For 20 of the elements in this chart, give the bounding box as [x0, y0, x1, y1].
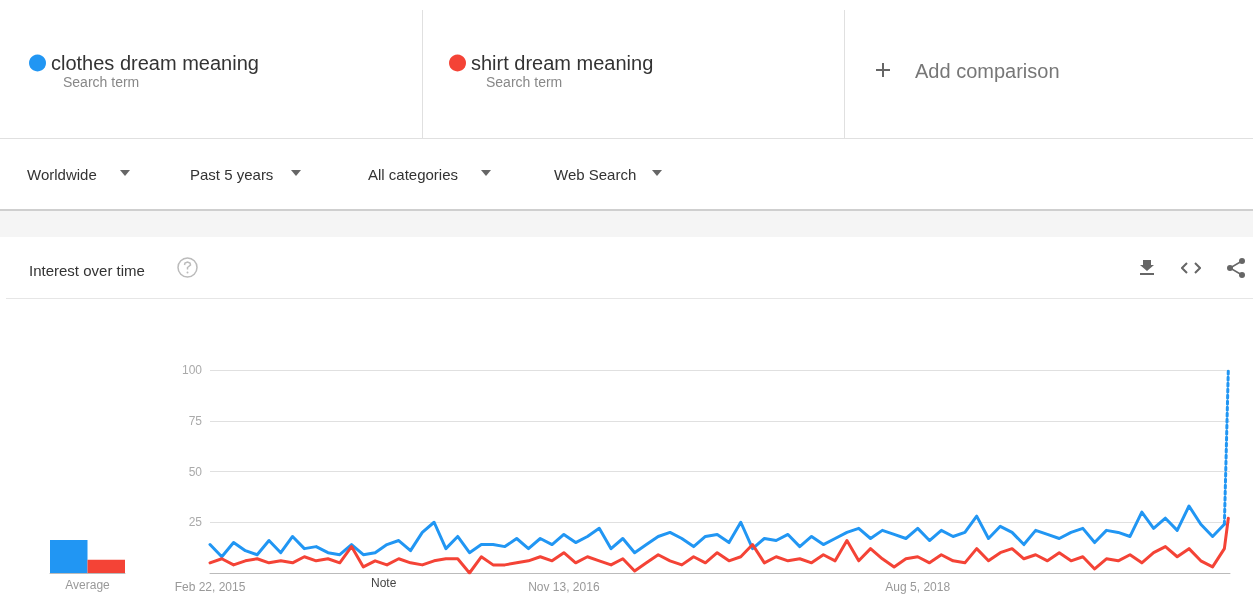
text: Worldwide — [27, 165, 97, 183]
y-tick-label: 100 — [181, 363, 203, 377]
legend-label: clothes dream meaning — [51, 52, 259, 74]
text: Interest over time — [29, 262, 145, 279]
y-tick-label: 50 — [188, 464, 203, 479]
x-tick-label: Average — [65, 578, 111, 592]
x-tick-label: Feb 22, 2015 — [174, 580, 246, 594]
y-tick-label: 25 — [188, 515, 203, 530]
text: Note — [371, 576, 397, 590]
text: Search term — [63, 74, 140, 90]
line-series — [208, 516, 1230, 575]
legend-label: shirt dream meaning — [471, 52, 654, 74]
text: Web Search — [554, 165, 637, 183]
x-tick-label: Aug 5, 2018 — [885, 580, 951, 594]
y-tick-label: 75 — [188, 413, 203, 428]
text: Past 5 years — [190, 165, 274, 183]
text: Add comparison — [915, 60, 1060, 82]
text: Search term — [486, 74, 563, 90]
text: All categories — [368, 165, 459, 183]
x-tick-label: Nov 13, 2016 — [528, 580, 600, 594]
